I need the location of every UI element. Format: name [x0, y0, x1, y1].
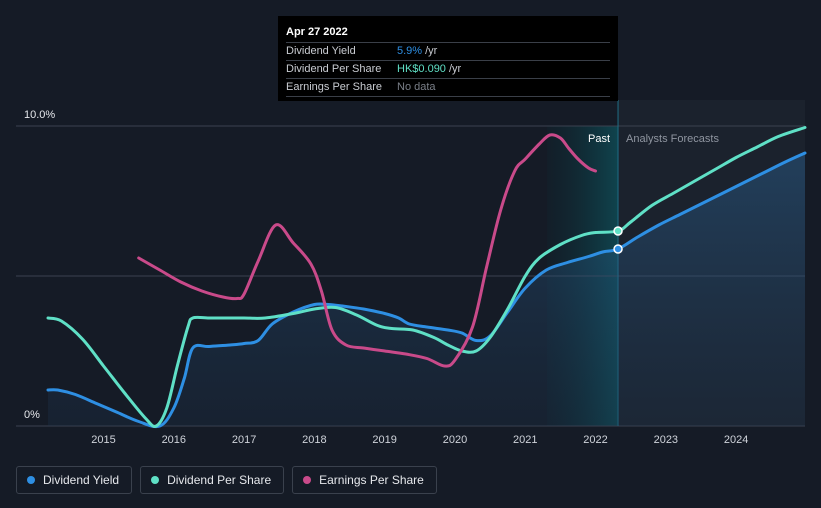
- tooltip-unit: /yr: [425, 45, 438, 57]
- tooltip-label: Earnings Per Share: [286, 81, 382, 93]
- legend-item-dividend-per-share[interactable]: Dividend Per Share: [140, 466, 285, 494]
- dividend-per-share-marker: [613, 226, 623, 236]
- tooltip-value: HK$0.090: [397, 63, 446, 75]
- x-tick-label: 2019: [372, 434, 396, 446]
- tooltip-date: Apr 27 2022: [286, 26, 348, 38]
- legend-dot-icon: [303, 476, 312, 484]
- y-tick-label: 0%: [24, 409, 40, 421]
- legend-item-earnings-per-share[interactable]: Earnings Per Share: [292, 466, 437, 494]
- legend-label: Dividend Per Share: [167, 473, 272, 487]
- x-tick-label: 2020: [443, 434, 467, 446]
- tooltip-row-dividend-yield: Dividend Yield 5.9% /yr: [286, 42, 610, 60]
- past-label: Past: [588, 133, 610, 145]
- forecast-label: Analysts Forecasts: [626, 133, 719, 145]
- x-tick-label: 2016: [162, 434, 186, 446]
- y-tick-label: 10.0%: [24, 109, 55, 121]
- tooltip-row-dividend-per-share: Dividend Per Share HK$0.090 /yr: [286, 60, 610, 78]
- legend-label: Earnings Per Share: [319, 473, 424, 487]
- x-tick-label: 2022: [583, 434, 607, 446]
- legend-dot-icon: [27, 476, 35, 484]
- x-tick-label: 2023: [654, 434, 678, 446]
- tooltip-label: Dividend Per Share: [286, 63, 382, 75]
- tooltip-value: No data: [397, 81, 436, 93]
- dividend-yield-marker: [613, 244, 623, 254]
- x-tick-label: 2017: [232, 434, 256, 446]
- tooltip-row-earnings-per-share: Earnings Per Share No data: [286, 78, 610, 97]
- legend-dot-icon: [151, 476, 160, 484]
- dividend-yield-area: [48, 153, 805, 427]
- dividend-per-share-line: [46, 126, 807, 428]
- tooltip: Apr 27 2022 Dividend Yield 5.9% /yr Divi…: [278, 16, 618, 101]
- x-tick-label: 2018: [302, 434, 326, 446]
- earnings-per-share-line: [137, 133, 597, 368]
- legend-label: Dividend Yield: [43, 473, 120, 487]
- x-tick-label: 2021: [513, 434, 537, 446]
- legend-item-dividend-yield[interactable]: Dividend Yield: [16, 466, 133, 494]
- legend: Dividend Yield Dividend Per Share Earnin…: [16, 466, 437, 494]
- dividend-yield-line: [46, 151, 807, 429]
- x-tick-label: 2024: [724, 434, 748, 446]
- x-tick-label: 2015: [91, 434, 115, 446]
- tooltip-label: Dividend Yield: [286, 45, 356, 57]
- tooltip-value: 5.9%: [397, 45, 423, 57]
- tooltip-unit: /yr: [448, 63, 462, 75]
